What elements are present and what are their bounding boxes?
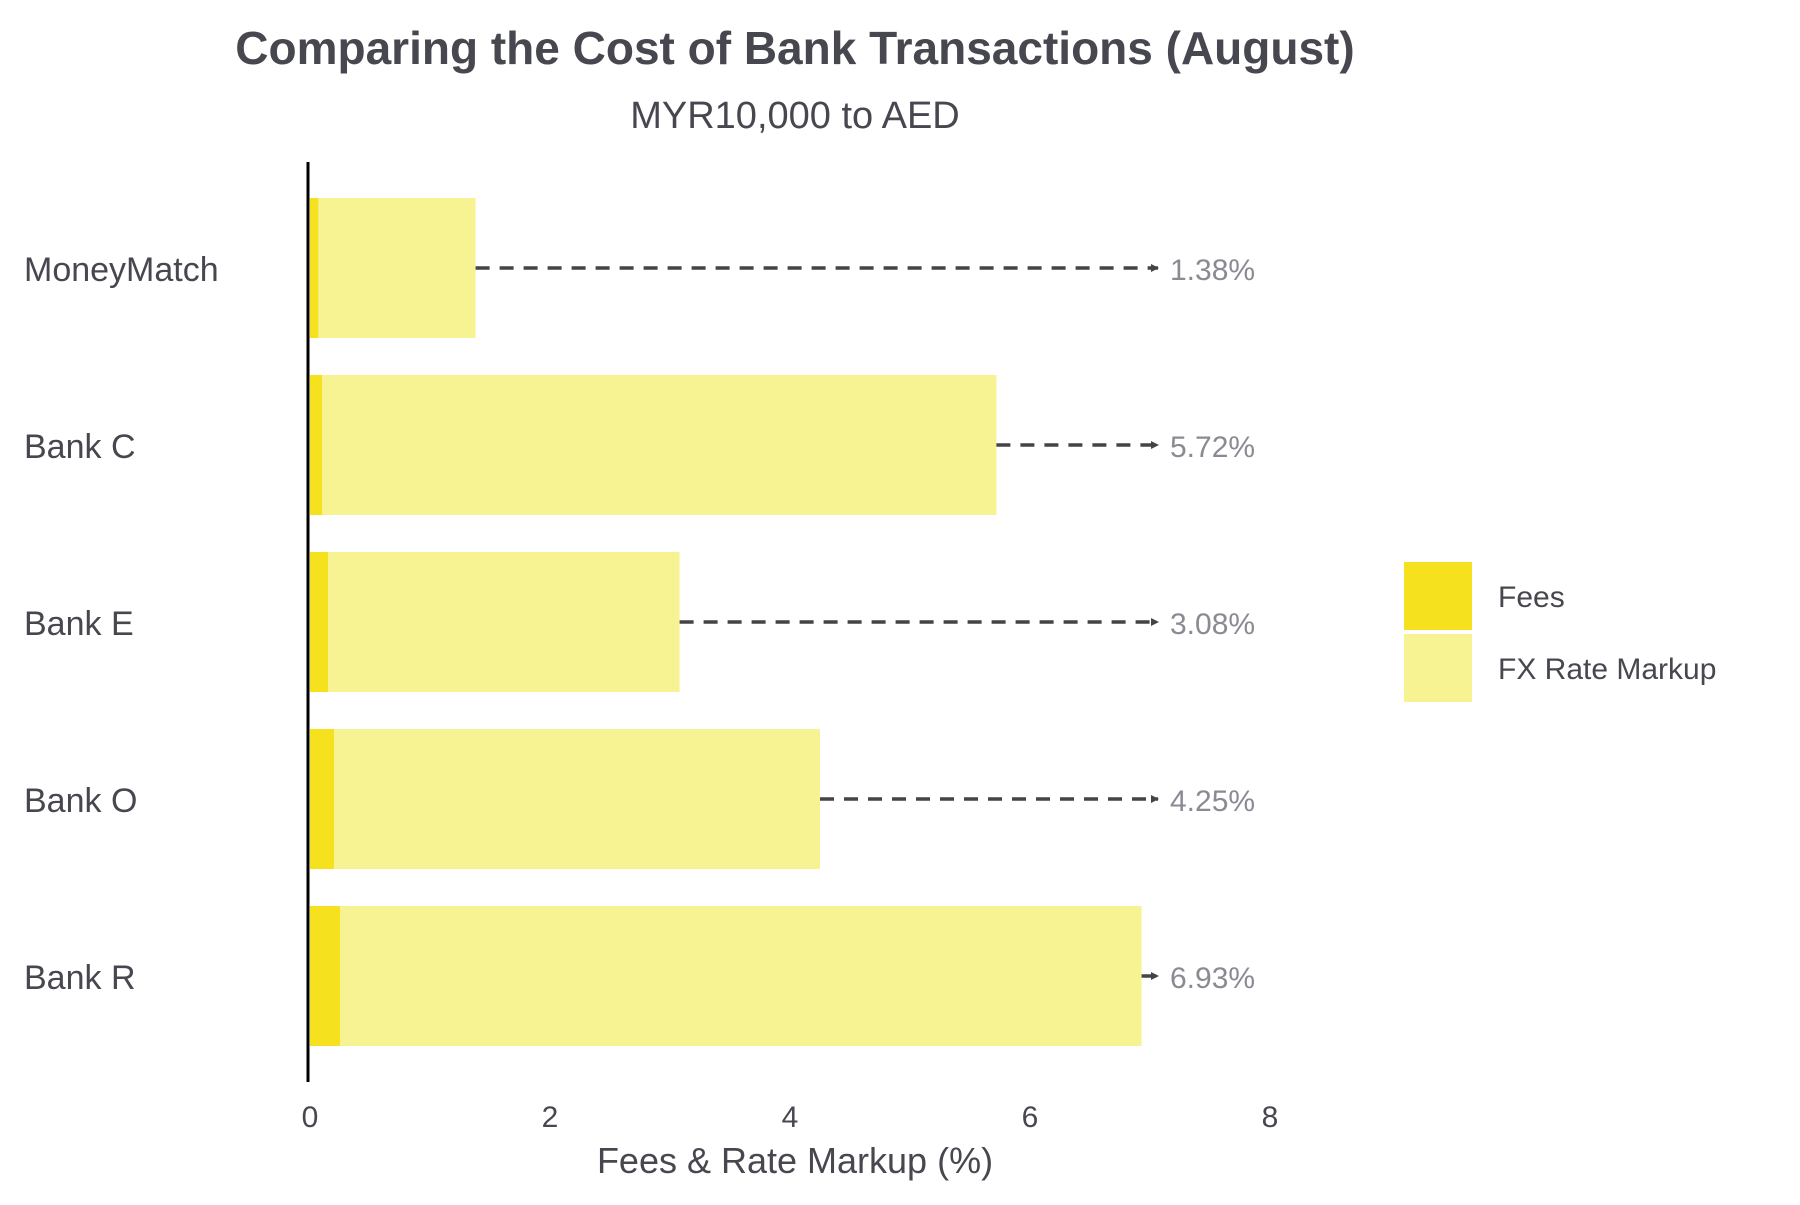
y-axis-tick-labels: MoneyMatch Bank C Bank E Bank O Bank R <box>24 251 219 997</box>
bars-layer <box>310 198 1142 1046</box>
x-tick-label-2: 4 <box>782 1101 799 1134</box>
bar-fx-rate-markup-3 <box>334 729 820 869</box>
chart-title: Comparing the Cost of Bank Transactions … <box>235 22 1354 74</box>
total-label-1: 5.72% <box>1170 431 1255 464</box>
annotation-arrows <box>475 264 1159 980</box>
bar-fees-2 <box>310 552 328 692</box>
chart-subtitle: MYR10,000 to AED <box>630 95 960 137</box>
x-tick-label-0: 0 <box>302 1101 319 1134</box>
bar-fx-rate-markup-4 <box>340 906 1142 1046</box>
total-label-2: 3.08% <box>1170 608 1255 641</box>
legend-swatch-fx-rate-markup <box>1404 634 1472 702</box>
x-tick-label-4: 8 <box>1262 1101 1279 1134</box>
y-tick-label-0: MoneyMatch <box>24 251 219 289</box>
y-tick-label-2: Bank E <box>24 605 134 643</box>
x-tick-label-1: 2 <box>542 1101 559 1134</box>
bar-fees-0 <box>310 198 319 338</box>
x-tick-label-3: 6 <box>1022 1101 1039 1134</box>
legend-label-fx-rate-markup: FX Rate Markup <box>1498 653 1716 686</box>
y-tick-label-4: Bank R <box>24 959 136 997</box>
x-axis-label: Fees & Rate Markup (%) <box>597 1140 993 1181</box>
legend-label-fees: Fees <box>1498 581 1565 614</box>
total-label-3: 4.25% <box>1170 785 1255 818</box>
total-label-0: 1.38% <box>1170 254 1255 287</box>
bar-fees-3 <box>310 729 334 869</box>
bar-fx-rate-markup-0 <box>318 198 476 338</box>
bar-fx-rate-markup-1 <box>322 375 997 515</box>
x-axis-tick-labels: 0 2 4 6 8 <box>302 1101 1279 1134</box>
bar-fx-rate-markup-2 <box>328 552 680 692</box>
bar-fees-4 <box>310 906 340 1046</box>
bar-fees-1 <box>310 375 322 515</box>
legend-swatch-fees <box>1404 562 1472 630</box>
y-tick-label-3: Bank O <box>24 782 137 820</box>
total-labels: 1.38% 5.72% 3.08% 4.25% 6.93% <box>1170 254 1255 995</box>
legend: Fees FX Rate Markup <box>1404 562 1716 702</box>
total-label-4: 6.93% <box>1170 962 1255 995</box>
y-tick-label-1: Bank C <box>24 428 136 466</box>
